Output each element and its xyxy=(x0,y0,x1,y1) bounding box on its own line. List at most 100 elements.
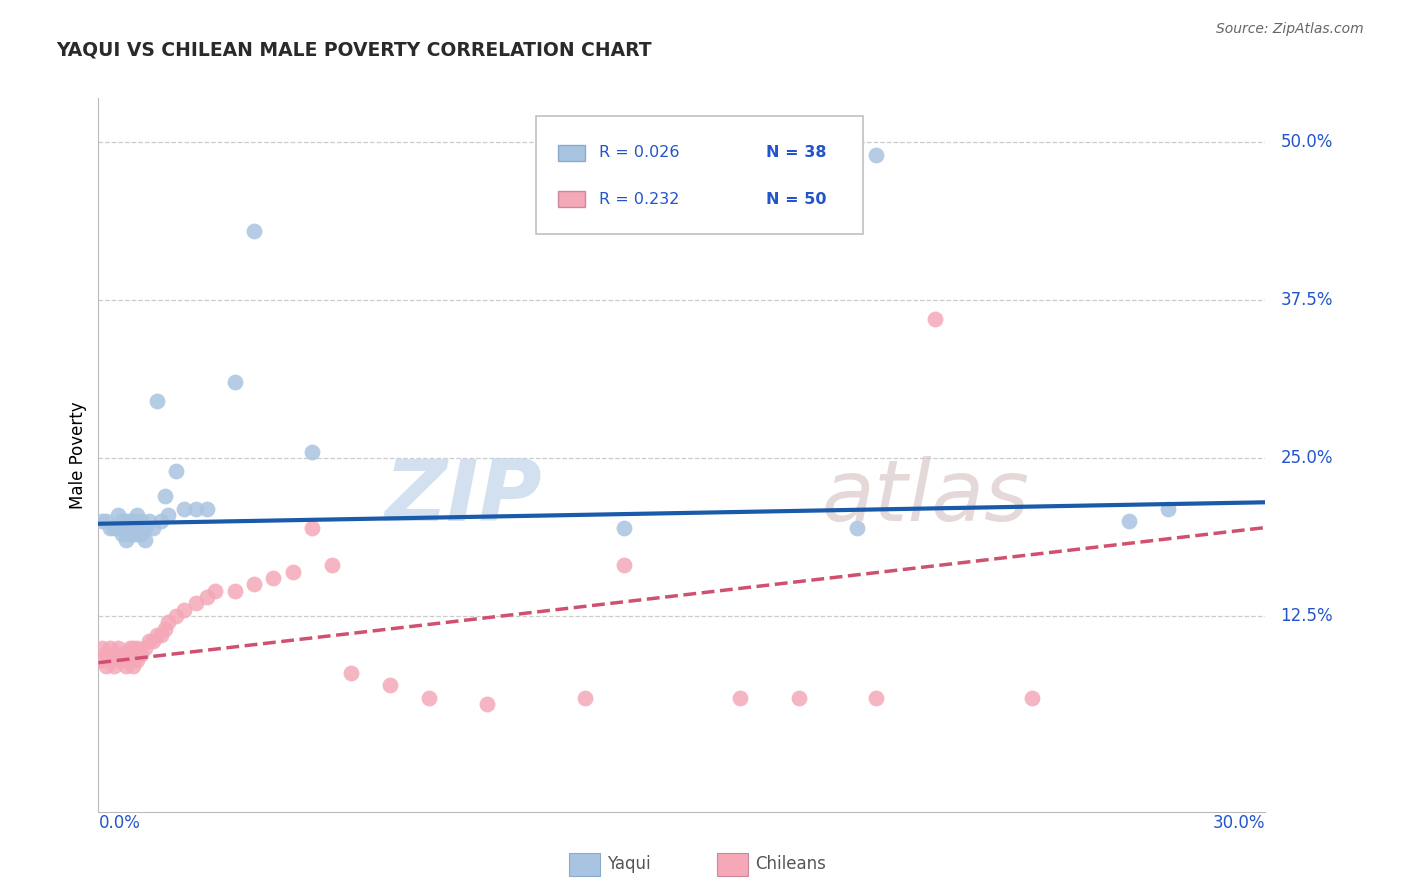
Point xyxy=(195,501,218,516)
Text: R = 0.026: R = 0.026 xyxy=(599,145,679,161)
Point xyxy=(165,464,187,478)
Point xyxy=(134,533,156,548)
Y-axis label: Male Poverty: Male Poverty xyxy=(69,401,87,508)
Point xyxy=(98,520,121,534)
Point xyxy=(127,508,149,522)
Point xyxy=(138,514,160,528)
Point xyxy=(111,647,134,661)
Point xyxy=(243,577,266,591)
Point xyxy=(730,691,752,706)
FancyBboxPatch shape xyxy=(536,116,863,234)
Point xyxy=(195,590,218,604)
Point xyxy=(114,659,136,673)
Point xyxy=(1118,514,1140,528)
Text: N = 50: N = 50 xyxy=(766,192,827,207)
Text: R = 0.232: R = 0.232 xyxy=(599,192,679,207)
Text: 25.0%: 25.0% xyxy=(1281,449,1333,467)
Point xyxy=(204,583,226,598)
Point xyxy=(184,596,207,610)
Point xyxy=(98,653,121,667)
Point xyxy=(1157,501,1180,516)
Point xyxy=(378,678,402,692)
Point xyxy=(103,647,125,661)
Point xyxy=(122,514,145,528)
Point xyxy=(165,609,187,624)
Point xyxy=(129,514,152,528)
Point xyxy=(142,634,165,648)
Point xyxy=(865,691,887,706)
Text: 0.0%: 0.0% xyxy=(98,814,141,832)
Point xyxy=(129,647,152,661)
Point xyxy=(122,659,145,673)
Point xyxy=(865,148,887,162)
Point xyxy=(340,665,363,680)
Point xyxy=(301,444,323,458)
Point xyxy=(262,571,284,585)
Point xyxy=(103,659,125,673)
Point xyxy=(153,489,176,503)
Point xyxy=(134,520,156,534)
Point xyxy=(111,526,134,541)
Point xyxy=(91,640,114,655)
Point xyxy=(224,376,246,390)
Point xyxy=(281,565,304,579)
Point xyxy=(149,628,172,642)
Point xyxy=(103,520,125,534)
Point xyxy=(107,508,129,522)
Point xyxy=(96,514,118,528)
Point xyxy=(98,640,121,655)
Point xyxy=(243,224,266,238)
Point xyxy=(612,520,634,534)
Text: YAQUI VS CHILEAN MALE POVERTY CORRELATION CHART: YAQUI VS CHILEAN MALE POVERTY CORRELATIO… xyxy=(56,40,652,59)
Point xyxy=(114,533,136,548)
Point xyxy=(845,520,868,534)
Point xyxy=(301,520,323,534)
Point xyxy=(114,514,136,528)
Point xyxy=(134,640,156,655)
Point xyxy=(146,628,169,642)
Point xyxy=(321,558,343,573)
Point xyxy=(418,691,440,706)
Point xyxy=(118,653,141,667)
Point xyxy=(173,602,195,616)
Text: ZIP: ZIP xyxy=(384,456,541,540)
Point xyxy=(574,691,596,706)
Point xyxy=(1021,691,1043,706)
Point xyxy=(96,647,118,661)
Text: 12.5%: 12.5% xyxy=(1281,607,1333,625)
Text: 50.0%: 50.0% xyxy=(1281,133,1333,152)
Point xyxy=(924,312,946,326)
Text: N = 38: N = 38 xyxy=(766,145,827,161)
Point xyxy=(91,653,114,667)
Point xyxy=(224,583,246,598)
Point xyxy=(153,622,176,636)
Point xyxy=(107,640,129,655)
Point xyxy=(118,526,141,541)
Point xyxy=(138,634,160,648)
Point xyxy=(127,640,149,655)
Point xyxy=(114,647,136,661)
Point xyxy=(157,508,180,522)
Point xyxy=(149,514,172,528)
Bar xyxy=(558,191,585,207)
Point xyxy=(129,526,152,541)
Point xyxy=(142,520,165,534)
Point xyxy=(157,615,180,630)
Point xyxy=(107,653,129,667)
Text: Source: ZipAtlas.com: Source: ZipAtlas.com xyxy=(1216,22,1364,37)
Point xyxy=(111,653,134,667)
Point xyxy=(107,520,129,534)
Point xyxy=(173,501,195,516)
Point xyxy=(91,514,114,528)
Point xyxy=(118,514,141,528)
Text: Chileans: Chileans xyxy=(755,855,825,873)
Point xyxy=(96,659,118,673)
Point xyxy=(118,640,141,655)
Point xyxy=(122,526,145,541)
Point xyxy=(612,558,634,573)
Text: 30.0%: 30.0% xyxy=(1213,814,1265,832)
Point xyxy=(184,501,207,516)
Point xyxy=(146,394,169,409)
Point xyxy=(111,514,134,528)
Text: Yaqui: Yaqui xyxy=(607,855,651,873)
